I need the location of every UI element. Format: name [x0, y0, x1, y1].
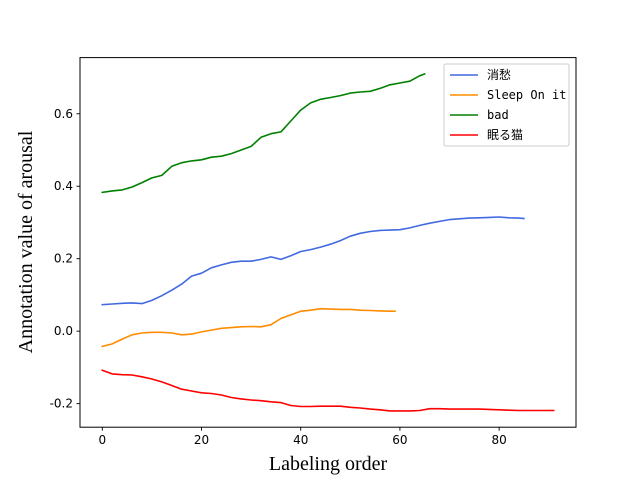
legend-label-3: 眠る猫 [487, 128, 523, 142]
y-tick-label: 0.2 [54, 252, 73, 266]
x-tick-label: 0 [98, 433, 106, 447]
legend: 消愁 Sleep On it bad 眠る猫 [443, 63, 570, 147]
legend-box [443, 63, 570, 147]
legend-label-0: 消愁 [487, 68, 511, 82]
series-line-2 [101, 72, 426, 194]
x-tick-label: 60 [392, 433, 407, 447]
series-line-3 [101, 369, 555, 412]
x-tick-label: 40 [293, 433, 308, 447]
y-axis-label: Annotation value of arousal [15, 130, 37, 353]
legend-label-2: bad [487, 108, 509, 122]
legend-label-1: Sleep On it [487, 88, 566, 102]
y-tick-label: -0.2 [50, 397, 73, 411]
axes-frame [79, 57, 577, 428]
plot-content [101, 72, 555, 412]
y-axis-ticks: -0.2 0.0 0.2 0.4 0.6 [50, 107, 80, 411]
series-line-1 [101, 307, 396, 348]
x-axis-ticks: 0 20 40 60 80 [98, 427, 507, 447]
x-tick-label: 20 [194, 433, 209, 447]
y-tick-label: 0.6 [54, 107, 73, 121]
y-tick-label: 0.0 [54, 324, 73, 338]
series-line-0 [101, 216, 525, 306]
x-tick-label: 80 [491, 433, 506, 447]
x-axis-label: Labeling order [269, 453, 388, 475]
y-tick-label: 0.4 [54, 179, 73, 193]
